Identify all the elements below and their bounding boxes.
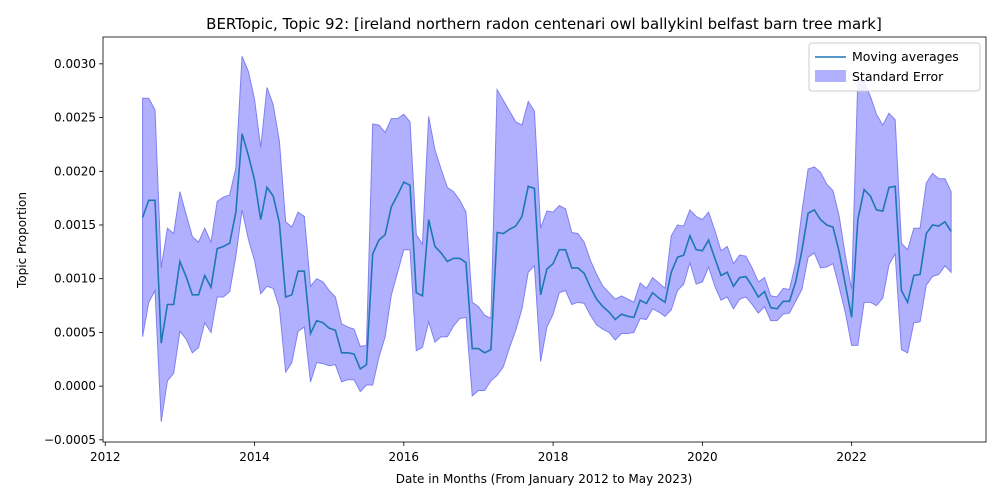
y-tick-label: −0.0005 xyxy=(44,433,96,447)
y-tick-label: 0.0010 xyxy=(54,272,96,286)
y-axis: −0.0005 0.0000 0.0005 0.0010 0.0015 0.0020 0.0… xyxy=(44,57,103,447)
legend: Moving averages Standard Error xyxy=(808,42,981,92)
x-axis-label: Date in Months (From January 2012 to May… xyxy=(396,472,693,486)
legend-label-moving-averages: Moving averages xyxy=(852,49,959,64)
x-tick-label: 2014 xyxy=(239,450,270,464)
plot-frame xyxy=(102,36,987,443)
y-tick-label: 0.0015 xyxy=(54,218,96,232)
y-tick-label: 0.0000 xyxy=(54,379,96,393)
x-tick-label: 2016 xyxy=(389,450,420,464)
x-tick-label: 2012 xyxy=(90,450,121,464)
chart-title: BERTopic, Topic 92: [ireland northern ra… xyxy=(206,15,882,33)
x-tick-label: 2020 xyxy=(687,450,718,464)
y-axis-label: Topic Proportion xyxy=(15,192,29,289)
legend-frame xyxy=(808,42,981,92)
x-tick-label: 2022 xyxy=(836,450,867,464)
legend-label-standard-error: Standard Error xyxy=(852,69,944,84)
y-tick-label: 0.0020 xyxy=(54,164,96,178)
moving-averages-line xyxy=(141,133,952,371)
plot-area xyxy=(141,56,952,422)
y-tick-label: 0.0005 xyxy=(54,325,96,339)
x-axis: 2012 2014 2016 2018 2020 2022 xyxy=(90,442,867,464)
y-tick-label: 0.0025 xyxy=(54,111,96,125)
standard-error-band xyxy=(142,56,952,422)
x-tick-label: 2018 xyxy=(538,450,569,464)
y-tick-label: 0.0030 xyxy=(54,57,96,71)
legend-band-swatch xyxy=(815,70,846,82)
